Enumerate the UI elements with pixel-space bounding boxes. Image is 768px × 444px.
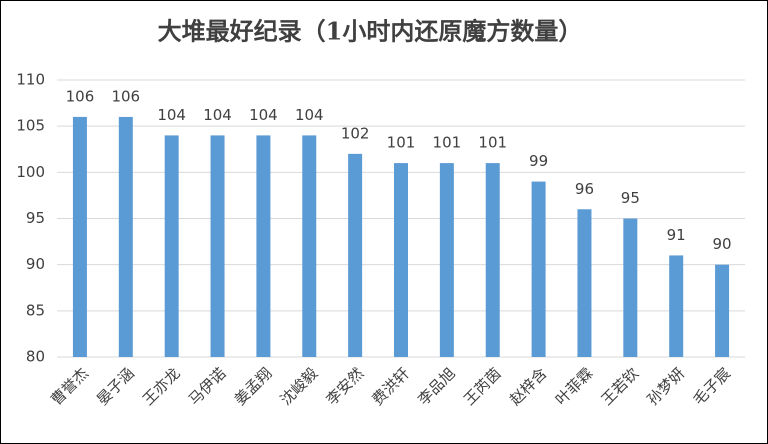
bar xyxy=(623,218,638,357)
chart-title: 大堆最好纪录（1小时内还原魔方数量） xyxy=(158,17,583,46)
bar xyxy=(72,116,87,357)
data-label: 106 xyxy=(111,87,140,105)
bar xyxy=(531,181,546,357)
bar xyxy=(164,135,179,357)
bar xyxy=(715,264,730,357)
y-tick-label: 90 xyxy=(26,255,45,273)
data-label: 101 xyxy=(387,134,416,152)
y-tick-label: 80 xyxy=(26,348,45,366)
bar xyxy=(394,163,408,357)
data-label: 104 xyxy=(157,106,186,124)
y-tick-label: 85 xyxy=(26,301,45,319)
bar xyxy=(256,135,271,357)
y-tick-label: 100 xyxy=(16,163,45,181)
data-label: 95 xyxy=(621,189,640,207)
bar xyxy=(669,255,684,357)
data-label: 101 xyxy=(433,134,462,152)
data-label: 104 xyxy=(295,106,324,124)
y-tick-label: 95 xyxy=(26,209,45,227)
data-label: 102 xyxy=(341,124,370,142)
bar xyxy=(118,116,133,357)
y-tick-label: 105 xyxy=(16,117,45,135)
data-label: 96 xyxy=(575,180,594,198)
data-label: 91 xyxy=(667,226,686,244)
bar xyxy=(302,135,317,357)
bar xyxy=(210,135,225,357)
bar xyxy=(439,163,454,357)
data-label: 104 xyxy=(249,106,278,124)
y-tick-label: 110 xyxy=(16,71,45,89)
data-label: 99 xyxy=(529,152,548,170)
data-label: 104 xyxy=(203,106,232,124)
bar xyxy=(485,163,500,357)
data-label: 106 xyxy=(66,87,95,105)
bar xyxy=(577,209,592,357)
bar xyxy=(348,153,363,357)
data-label: 101 xyxy=(478,134,507,152)
data-label: 90 xyxy=(713,235,732,253)
